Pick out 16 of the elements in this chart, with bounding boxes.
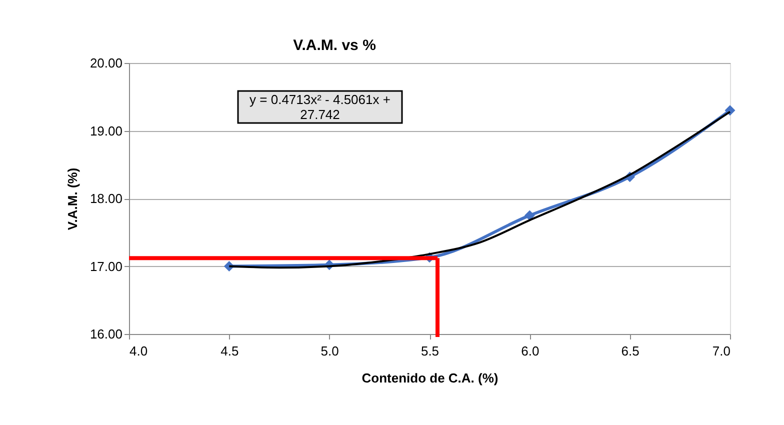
annotation: y = 0.4713x² - 4.5061x + 27.742 [250,92,390,122]
x-axis-title: Contenido de C.A. (%) [362,370,498,386]
y-axis-title: V.A.M. (%) [64,168,80,230]
x-tick-label: 4.5 [220,344,239,358]
chart-title: V.A.M. vs % [293,37,376,54]
x-tick-label: 7.0 [712,344,730,358]
x-tick-label: 6.5 [621,344,640,358]
y-tick-label: 20.00 [90,56,122,70]
x-tick-label: 5.5 [420,344,440,358]
y-tick-label: 17.00 [90,258,122,274]
y-tick-label: 16.00 [90,326,122,342]
x-tick-label: 4.0 [130,344,148,358]
y-tick-label: 19.00 [90,123,122,138]
y-tick-label: 18.00 [90,191,122,206]
x-tick-label: 5.0 [320,344,339,358]
x-tick-label: 6.0 [521,344,540,358]
